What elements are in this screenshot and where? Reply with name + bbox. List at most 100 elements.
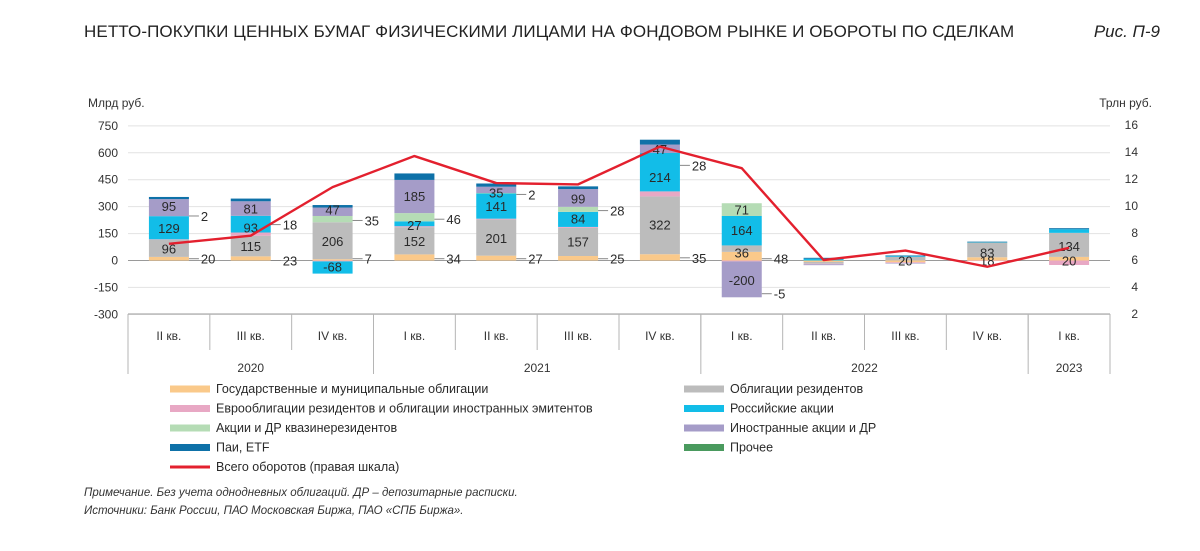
bar-segment xyxy=(394,221,435,227)
bar-segment xyxy=(885,256,926,257)
bar-segment xyxy=(639,152,680,192)
bar-segment xyxy=(394,227,435,255)
bar-segment xyxy=(803,261,844,264)
bar-segment xyxy=(803,264,844,266)
bar-segment xyxy=(721,261,762,298)
x-year-label: 2023 xyxy=(1056,361,1083,375)
legend-swatch xyxy=(170,465,210,469)
bar-segment xyxy=(885,255,926,257)
bar-segment xyxy=(639,139,680,145)
figure-label: Рис. П-9 xyxy=(1093,22,1160,41)
bar-segment xyxy=(230,235,271,257)
legend-swatch xyxy=(684,385,724,393)
bar-segment xyxy=(639,196,680,255)
bar-segment xyxy=(803,263,844,265)
x-tick-label: IV кв. xyxy=(645,329,675,343)
legend-swatch xyxy=(684,444,724,451)
bar-segment xyxy=(476,183,517,187)
data-label: 214 xyxy=(649,170,671,185)
data-label: 2 xyxy=(528,187,535,202)
bar-segment xyxy=(312,222,353,260)
data-label: 81 xyxy=(244,201,258,216)
bar-segment xyxy=(558,211,599,227)
bar-segment xyxy=(312,205,353,208)
x-tick-label: II кв. xyxy=(156,329,181,343)
legend-label: Еврооблигации резидентов и облигации ино… xyxy=(216,402,593,416)
legend-swatch xyxy=(170,444,210,451)
data-label: -200 xyxy=(729,273,755,288)
y-tick-label-right: 4 xyxy=(1131,280,1138,294)
data-label: 36 xyxy=(735,245,749,260)
legend-swatch xyxy=(684,405,724,412)
legend-swatch xyxy=(170,424,210,432)
legend-label: Паи, ETF xyxy=(216,441,270,455)
bar-segment xyxy=(558,189,599,207)
y-tick-label-left: 600 xyxy=(98,146,118,160)
data-label: 20 xyxy=(201,252,215,267)
data-label: 96 xyxy=(162,241,176,256)
data-label: 83 xyxy=(980,245,994,260)
bar-segment xyxy=(230,201,271,216)
data-label: 35 xyxy=(365,213,379,228)
bar-segment xyxy=(476,255,517,261)
x-tick-label: III кв. xyxy=(891,329,919,343)
x-tick-label: II кв. xyxy=(484,329,509,343)
data-label: 28 xyxy=(692,158,706,173)
data-label: 95 xyxy=(162,199,176,214)
data-label: 201 xyxy=(485,231,507,246)
y-tick-label-left: 150 xyxy=(98,227,118,241)
x-year-label: 2021 xyxy=(524,361,551,375)
bar-segment xyxy=(476,193,517,219)
bar-segment xyxy=(476,186,517,194)
bar-segment xyxy=(558,226,599,228)
data-label: 47 xyxy=(653,142,667,157)
data-label: 27 xyxy=(528,252,542,267)
bar-segment xyxy=(639,191,680,197)
x-tick-label: II кв. xyxy=(811,329,836,343)
bar-segment xyxy=(558,206,599,212)
bar-segment xyxy=(721,245,762,252)
data-label: 23 xyxy=(283,254,297,269)
legend-label: Российские акции xyxy=(730,402,834,416)
data-label: 164 xyxy=(731,223,753,238)
data-label: 206 xyxy=(322,234,344,249)
bar-segment xyxy=(1049,232,1090,257)
legend-label: Государственные и муниципальные облигаци… xyxy=(216,382,488,396)
bar-segment xyxy=(476,193,517,194)
bar-segment xyxy=(148,216,189,240)
data-label: 46 xyxy=(446,212,460,227)
data-label: 28 xyxy=(610,204,624,219)
chart-title: НЕТТО-ПОКУПКИ ЦЕННЫХ БУМАГ ФИЗИЧЕСКИМИ Л… xyxy=(84,22,1015,41)
bar-segment xyxy=(312,259,353,261)
chart-sources: Источники: Банк России, ПАО Московская Б… xyxy=(84,505,464,517)
data-label: 157 xyxy=(567,235,589,250)
legend-label: Всего оборотов (правая шкала) xyxy=(216,460,399,474)
bar-segment xyxy=(148,256,189,261)
bar-segment xyxy=(230,198,271,202)
x-tick-label: I кв. xyxy=(731,329,753,343)
legend-swatch xyxy=(684,424,724,432)
turnover-line xyxy=(168,145,1070,268)
y-tick-label-left: 300 xyxy=(98,200,118,214)
y-axis-title-left: Млрд руб. xyxy=(88,96,145,110)
bar-segment xyxy=(394,226,435,228)
legend-label: Иностранные акции и ДР xyxy=(730,421,876,435)
bar-segment xyxy=(721,215,762,246)
data-label: 129 xyxy=(158,221,180,236)
y-tick-label-left: 0 xyxy=(111,254,118,268)
bar-segment xyxy=(394,179,435,214)
bar-segment xyxy=(967,241,1008,243)
bar-segment xyxy=(394,173,435,180)
data-label: 99 xyxy=(571,192,585,207)
data-label: 71 xyxy=(735,202,749,217)
data-label: 34 xyxy=(446,252,460,267)
data-label: 47 xyxy=(325,203,339,218)
x-tick-label: IV кв. xyxy=(318,329,348,343)
data-label: 2 xyxy=(201,209,208,224)
data-label: 35 xyxy=(692,251,706,266)
bar-segment xyxy=(803,260,844,262)
bar-segment xyxy=(721,260,762,262)
bar-segment xyxy=(312,215,353,223)
bar-segment xyxy=(885,263,926,264)
y-tick-label-right: 6 xyxy=(1131,253,1138,267)
